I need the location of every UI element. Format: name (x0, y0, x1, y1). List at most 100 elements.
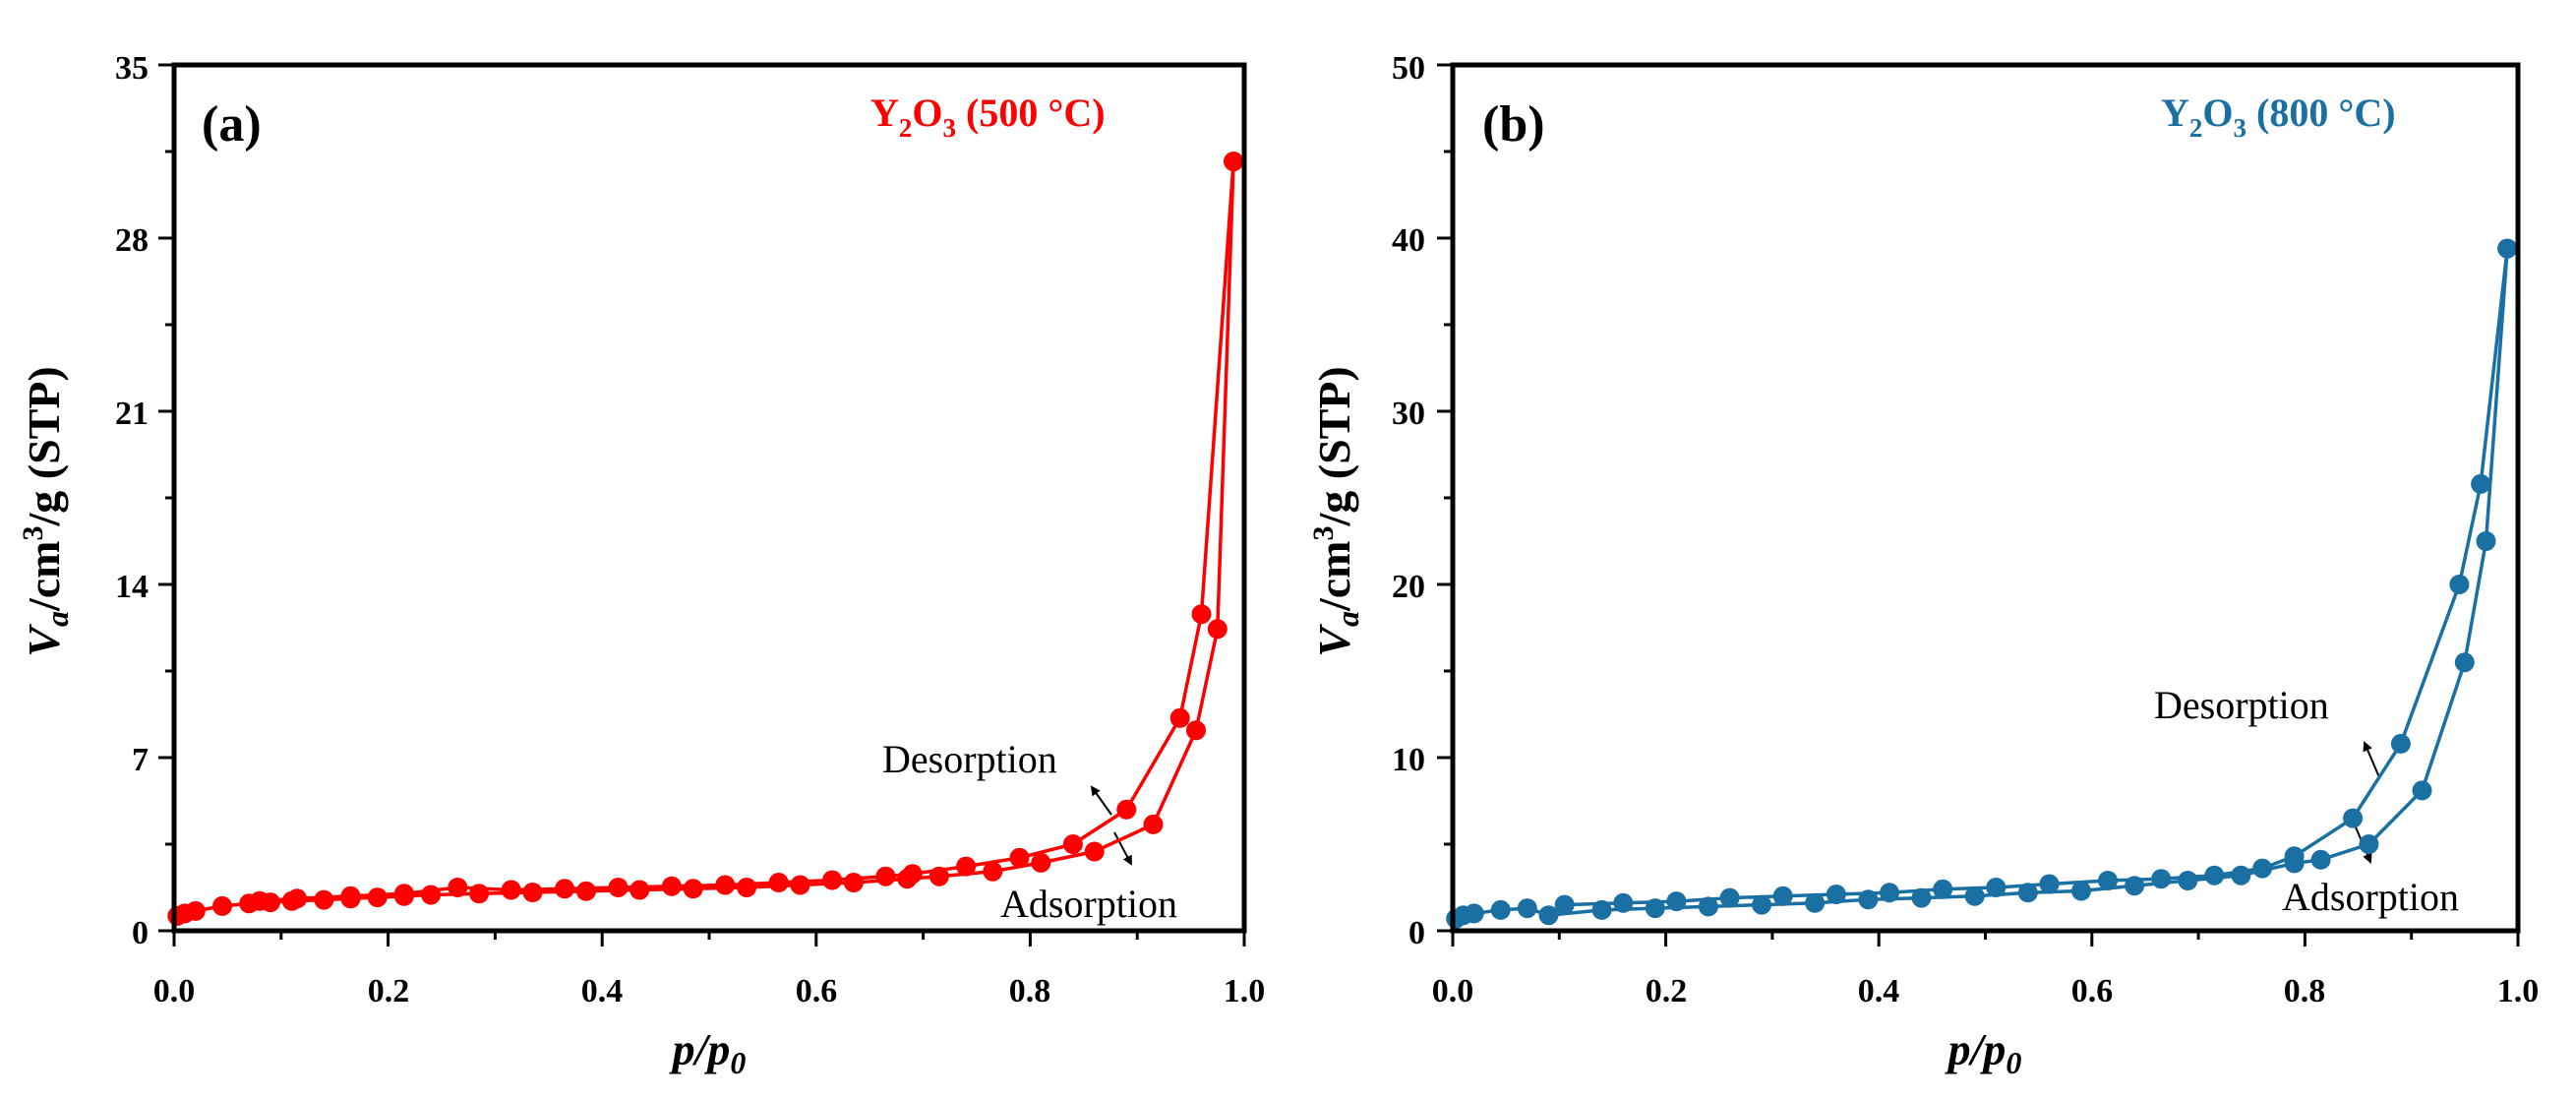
data-point-desorption (956, 856, 977, 877)
data-point-adsorption (1964, 886, 1985, 906)
data-point-desorption (501, 880, 521, 900)
data-point-desorption (1666, 891, 1687, 912)
x-tick-label: 1.0 (1224, 973, 1266, 1009)
data-point-desorption (1772, 886, 1793, 906)
x-tick-label: 0.4 (1858, 973, 1900, 1009)
data-point-adsorption (1752, 894, 1772, 915)
data-point-desorption (2471, 473, 2491, 494)
data-point-desorption (1169, 707, 1190, 728)
data-point-desorption (2284, 846, 2305, 867)
plot-frame (171, 62, 1247, 934)
data-point-desorption (902, 864, 923, 885)
data-point-desorption (2497, 238, 2518, 259)
annotation-arrow (1113, 831, 1132, 866)
data-point-adsorption (1490, 899, 1511, 920)
x-tick-label: 0.6 (2071, 973, 2114, 1009)
data-point-adsorption (1084, 841, 1105, 862)
data-point-adsorption (983, 861, 1003, 882)
data-point-adsorption (843, 873, 864, 892)
data-point-desorption (340, 886, 361, 906)
series-line-desorption (259, 160, 1235, 903)
data-point-desorption (1554, 894, 1575, 915)
y-tick-label: 28 (115, 222, 149, 259)
data-point-adsorption (1538, 905, 1559, 926)
x-tick-label: 0.2 (1646, 973, 1688, 1009)
data-point-desorption (1986, 878, 2007, 897)
annotation-adsorption: Adsorption (1000, 882, 1177, 926)
series-line-desorption (1564, 248, 2509, 907)
data-point-adsorption (790, 875, 810, 895)
data-point-adsorption (575, 881, 596, 901)
annotation-adsorption: Adsorption (2282, 875, 2459, 919)
data-point-desorption (1062, 834, 1083, 854)
data-point-adsorption (367, 887, 388, 908)
data-point-adsorption (2359, 834, 2379, 854)
y-tick-label: 20 (1392, 569, 1425, 605)
x-tick-label: 0.4 (581, 973, 624, 1009)
y-tick-label: 0 (132, 915, 149, 951)
data-point-adsorption (1207, 619, 1228, 640)
data-point-adsorption (2310, 849, 2331, 870)
plot-frame (1450, 62, 2521, 934)
x-tick-label: 0.8 (1009, 973, 1051, 1009)
data-point-desorption (393, 884, 414, 904)
y-tick-label: 21 (115, 396, 149, 432)
data-point-desorption (1009, 847, 1030, 868)
data-point-adsorption (1464, 903, 1484, 924)
data-point-adsorption (522, 883, 543, 902)
y-tick-label: 30 (1392, 396, 1425, 432)
data-point-desorption (715, 875, 736, 895)
plot-area (1437, 63, 2520, 947)
y-axis-title: Va/cm3/g (STP) (17, 366, 75, 656)
data-point-adsorption (737, 878, 757, 897)
data-point-adsorption (1143, 814, 1164, 834)
data-point-desorption (1719, 887, 1740, 908)
data-point-desorption (1116, 799, 1137, 820)
annotation-desorption: Desorption (882, 737, 1057, 781)
data-point-desorption (2390, 733, 2411, 754)
x-tick-label: 1.0 (2497, 973, 2540, 1009)
data-point-desorption (1826, 885, 1846, 904)
panel-a: 0 7 14 21 28 35 0.0 0.2 0.4 0.6 0.8 1.0 … (17, 50, 1265, 1080)
panel-tag: (a) (202, 96, 262, 153)
data-point-adsorption (1698, 896, 1718, 917)
y-tick-label: 35 (115, 50, 149, 87)
data-point-desorption (2039, 874, 2060, 894)
data-point-desorption (822, 870, 843, 890)
x-axis-title: p/p0 (669, 1024, 747, 1080)
x-tick-label: 0.6 (796, 973, 838, 1009)
data-point-desorption (608, 878, 629, 897)
x-tick-label: 0.2 (368, 973, 410, 1009)
data-point-desorption (2252, 858, 2273, 879)
data-point-desorption (555, 879, 575, 899)
x-tick-label: 0.8 (2284, 973, 2326, 1009)
x-tick-label: 0.0 (153, 973, 196, 1009)
plot-area (158, 63, 1246, 947)
data-point-desorption (250, 890, 270, 911)
y-tick-label: 0 (1408, 915, 1425, 951)
data-point-desorption (768, 873, 789, 892)
data-point-desorption (1933, 879, 1953, 899)
data-point-adsorption (1186, 720, 1206, 741)
series-line-adsorption (176, 161, 1235, 918)
data-point-adsorption (2454, 652, 2475, 673)
panel-tag: (b) (1482, 96, 1545, 153)
sample-label: Y2O3 (500 °C) (870, 91, 1106, 143)
data-point-adsorption (2412, 780, 2432, 801)
y-tick-label: 10 (1392, 742, 1425, 778)
data-point-adsorption (683, 879, 703, 899)
panel-b: 0 10 20 30 40 50 0.0 0.2 0.4 0.6 0.8 1.0… (1307, 50, 2539, 1080)
data-point-adsorption (1517, 898, 1537, 919)
y-tick-label: 14 (115, 569, 149, 605)
x-tick-label: 0.0 (1432, 973, 1474, 1009)
data-point-adsorption (2178, 871, 2198, 890)
data-point-adsorption (1031, 852, 1051, 873)
data-point-desorption (2343, 808, 2364, 828)
data-point-desorption (448, 878, 468, 897)
data-point-desorption (1224, 152, 1244, 172)
x-axis-title: p/p0 (1945, 1024, 2022, 1080)
data-point-desorption (1191, 604, 1212, 625)
data-point-desorption (661, 876, 682, 896)
data-point-desorption (2449, 575, 2470, 594)
